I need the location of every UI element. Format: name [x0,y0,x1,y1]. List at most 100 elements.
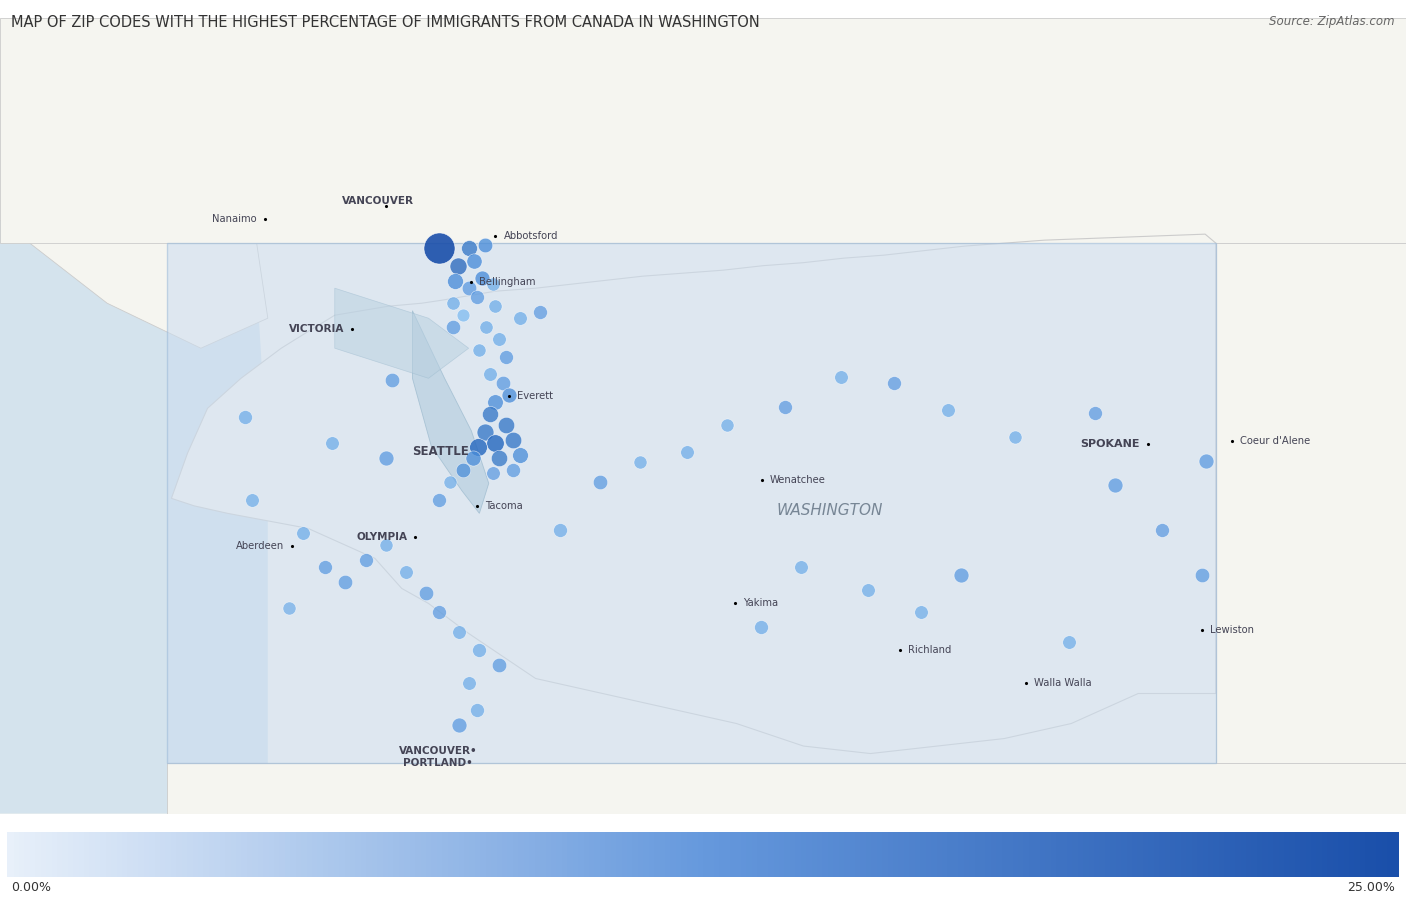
Point [233,410,256,424]
Text: Tacoma: Tacoma [485,501,523,511]
Point [335,575,357,590]
Bar [167,243,1216,762]
Point [883,376,905,390]
Point [449,717,471,732]
Point [856,583,879,597]
FancyBboxPatch shape [0,18,1406,814]
Point [453,463,475,477]
Point [1004,430,1026,444]
Point [495,350,517,364]
Text: Nanaimo: Nanaimo [212,214,257,224]
Point [1104,477,1126,492]
Point [790,560,813,574]
Point [457,240,479,254]
Point [509,448,531,462]
Polygon shape [167,762,1406,814]
Point [427,240,450,254]
Text: Lewiston: Lewiston [1211,626,1254,636]
Point [468,343,491,357]
Point [484,436,506,450]
Point [474,237,496,252]
Text: SPOKANE: SPOKANE [1080,440,1139,450]
Point [492,376,515,390]
Polygon shape [0,18,1406,243]
Text: Source: ZipAtlas.com: Source: ZipAtlas.com [1270,15,1395,28]
Point [1057,636,1080,650]
Point [354,553,377,567]
Point [495,418,517,432]
Point [453,308,475,323]
Point [427,493,450,507]
Point [1084,405,1107,420]
Point [1195,454,1218,468]
Point [481,277,503,291]
Point [716,418,738,432]
Point [589,475,612,489]
Point [1191,568,1213,583]
Point [468,643,491,657]
Text: Aberdeen: Aberdeen [236,541,284,551]
Point [1152,522,1174,537]
Text: Walla Walla: Walla Walla [1033,678,1091,688]
Point [457,676,479,690]
Point [457,281,479,296]
Point [488,450,510,465]
Text: VANCOUVER•
PORTLAND•: VANCOUVER• PORTLAND• [398,746,477,768]
Point [502,463,524,477]
Point [449,625,471,639]
Point [484,299,506,314]
Point [509,311,531,325]
Text: Bellingham: Bellingham [479,277,536,287]
Polygon shape [412,311,489,513]
Point [628,455,651,469]
Point [465,290,488,305]
Point [529,305,551,319]
Point [548,522,571,537]
Point [321,436,343,450]
Point [475,320,498,334]
Point [676,445,699,459]
Point [415,586,437,601]
Polygon shape [0,18,267,814]
Point [465,703,488,717]
Point [447,259,470,273]
Point [381,372,404,387]
Point [441,296,464,310]
Point [374,450,396,465]
Point [395,565,418,579]
Text: VICTORIA: VICTORIA [288,324,344,334]
Point [481,466,503,480]
Text: OLYMPIA: OLYMPIA [356,532,408,542]
Text: 25.00%: 25.00% [1347,881,1395,894]
Polygon shape [172,234,1216,753]
Text: SEATTLE: SEATTLE [412,445,468,458]
Point [479,367,502,381]
Point [441,320,464,334]
Point [488,332,510,346]
Text: Richland: Richland [908,645,952,655]
Point [439,475,461,489]
Point [498,387,520,402]
Point [461,450,484,465]
Text: WASHINGTON: WASHINGTON [778,503,883,518]
Text: Everett: Everett [517,391,553,401]
Text: Coeur d'Alene: Coeur d'Alene [1240,436,1310,446]
Point [488,658,510,672]
Polygon shape [0,0,267,348]
Point [749,620,772,635]
Text: MAP OF ZIP CODES WITH THE HIGHEST PERCENTAGE OF IMMIGRANTS FROM CANADA IN WASHIN: MAP OF ZIP CODES WITH THE HIGHEST PERCEN… [11,15,761,31]
Point [773,399,796,414]
Text: Yakima: Yakima [744,599,779,609]
Polygon shape [1216,243,1406,762]
Point [314,560,336,574]
Point [444,273,467,288]
Point [471,271,494,285]
Point [502,432,524,447]
Text: Wenatchee: Wenatchee [770,476,825,485]
Point [910,605,932,619]
Point [474,425,496,440]
Point [427,605,450,619]
Text: Abbotsford: Abbotsford [503,231,558,241]
Point [463,254,485,269]
Point [936,403,959,417]
